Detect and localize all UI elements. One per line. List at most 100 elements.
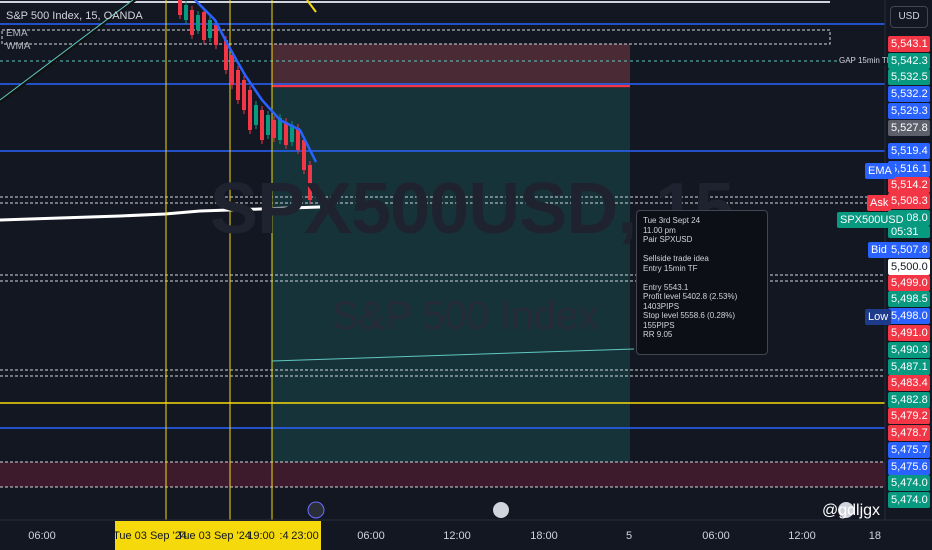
trade-note: Tue 3rd Sept 24 11.00 pm Pair SPXUSD Sellsi… bbox=[636, 210, 768, 355]
candle-body bbox=[260, 110, 264, 140]
time-highlight bbox=[115, 521, 321, 550]
price-label: 5,529.3 bbox=[888, 103, 930, 119]
trend-line bbox=[0, 0, 136, 104]
gap-label: GAP 15min TF bbox=[838, 56, 893, 65]
price-label: 5,498.5 bbox=[888, 291, 930, 307]
candle-body bbox=[196, 15, 200, 30]
candle-body bbox=[296, 128, 300, 150]
candle-body bbox=[236, 70, 240, 100]
price-label: 5,532.5 bbox=[888, 69, 930, 85]
candle-body bbox=[308, 165, 312, 200]
price-label: 5,527.8 bbox=[888, 120, 930, 136]
currency-button[interactable]: USD bbox=[890, 6, 928, 28]
note-line: Entry 5543.1 bbox=[643, 282, 689, 292]
candle-body bbox=[272, 120, 276, 138]
note-line: Tue 3rd Sept 24 bbox=[643, 216, 701, 225]
stop-zone bbox=[272, 44, 630, 88]
price-label: 5,542.3 bbox=[888, 53, 930, 69]
price-label: 5,507.8 bbox=[888, 242, 930, 258]
time-label: Tue 03 Sep '24 bbox=[177, 530, 251, 542]
time-label: 18:00 bbox=[530, 530, 558, 542]
candle-body bbox=[230, 55, 234, 85]
time-label: 06:00 bbox=[357, 530, 385, 542]
candle-body bbox=[302, 140, 306, 170]
time-label: Tue 03 Sep '24 bbox=[113, 530, 187, 542]
candle-body bbox=[202, 12, 206, 40]
candle-body bbox=[284, 122, 288, 145]
note-line: Profit level 5402.8 (2.53%) 1403PIPS bbox=[643, 292, 738, 311]
time-label: 12:00 bbox=[443, 530, 471, 542]
price-tag: EMA bbox=[865, 163, 895, 179]
time-label: 12:00 bbox=[788, 530, 816, 542]
note-line: 11.00 pm bbox=[643, 225, 676, 235]
target-path bbox=[271, 348, 635, 362]
price-label: 5,532.2 bbox=[888, 86, 930, 102]
candle-body bbox=[190, 10, 194, 35]
price-label: 5,474.0 bbox=[888, 475, 930, 491]
indicator-label: WMA bbox=[6, 41, 31, 52]
price-label: 5,487.1 bbox=[888, 359, 930, 375]
box bbox=[1, 29, 831, 45]
note-line: Entry 15min TF bbox=[643, 263, 698, 273]
time-label: 19:00 bbox=[247, 530, 275, 542]
note-group: Sellside trade idea Entry 15min TF bbox=[643, 254, 761, 273]
price-tag: SPX500USD bbox=[837, 212, 907, 228]
candle-body bbox=[178, 0, 182, 15]
price-label: 5,543.1 bbox=[888, 36, 930, 52]
price-tag: Low bbox=[865, 309, 892, 325]
time-label: 18 bbox=[868, 530, 881, 542]
price-label: 5,475.7 bbox=[888, 442, 930, 458]
note-group: Tue 3rd Sept 24 11.00 pm Pair SPXUSD bbox=[643, 216, 761, 245]
credit: @gdljgx bbox=[822, 502, 881, 519]
candle-body bbox=[214, 25, 218, 45]
price-label: 5,490.3 bbox=[888, 342, 930, 358]
price-label: 5,516.1 bbox=[888, 161, 930, 177]
candle-body bbox=[266, 115, 270, 135]
price-label: 5,482.8 bbox=[888, 392, 930, 408]
chart-title: S&P 500 Index, 15, OANDA bbox=[6, 10, 143, 22]
price-label: 5,498.0 bbox=[888, 308, 930, 324]
time-label: :4 bbox=[279, 530, 289, 542]
ema-line bbox=[194, 0, 318, 163]
price-label: 5,500.0 bbox=[888, 259, 930, 275]
watermark-name: S&P 500 Index bbox=[332, 294, 599, 338]
candle-body bbox=[248, 90, 252, 130]
candle-body bbox=[224, 40, 228, 70]
time-label: 06:00 bbox=[702, 530, 730, 542]
event-flag bbox=[838, 502, 854, 518]
price-tag: Bid bbox=[868, 242, 890, 258]
price-label: 5,508.3 bbox=[888, 193, 930, 209]
profit-zone bbox=[272, 88, 630, 480]
candle-body bbox=[254, 105, 258, 125]
candle-body bbox=[184, 5, 188, 20]
event-icon bbox=[307, 501, 325, 519]
candle-body bbox=[278, 118, 282, 140]
event-flag bbox=[493, 502, 509, 518]
price-tag: Ask bbox=[867, 195, 892, 211]
time-label: 06:00 bbox=[28, 530, 56, 542]
time-label: 5 bbox=[625, 530, 633, 542]
red-band bbox=[0, 462, 885, 487]
note-line: Pair SPXUSD bbox=[643, 235, 693, 244]
time-label: 23:00 bbox=[291, 530, 319, 542]
price-label: 5,499.0 bbox=[888, 275, 930, 291]
note-line: Sellside trade idea bbox=[643, 254, 709, 263]
trend-line bbox=[306, 0, 317, 13]
note-line: Stop level 5558.6 (0.28%) 155PIPS bbox=[643, 311, 736, 330]
indicator-label: EMA bbox=[6, 28, 28, 39]
price-label: 5,478.7 bbox=[888, 425, 930, 441]
price-label: 5,514.2 bbox=[888, 177, 930, 193]
candle-body bbox=[208, 20, 212, 38]
price-label: 5,479.2 bbox=[888, 408, 930, 424]
candle-body bbox=[290, 125, 294, 142]
price-label: 5,483.4 bbox=[888, 375, 930, 391]
note-line: RR 9.05 bbox=[643, 330, 673, 339]
white-ma bbox=[0, 205, 321, 222]
candle-body bbox=[242, 80, 246, 110]
note-group: Entry 5543.1 Profit level 5402.8 (2.53%) … bbox=[643, 283, 761, 340]
price-label: 5,491.0 bbox=[888, 325, 930, 341]
price-label: 5,475.6 bbox=[888, 459, 930, 475]
price-label: 5,474.0 bbox=[888, 492, 930, 508]
